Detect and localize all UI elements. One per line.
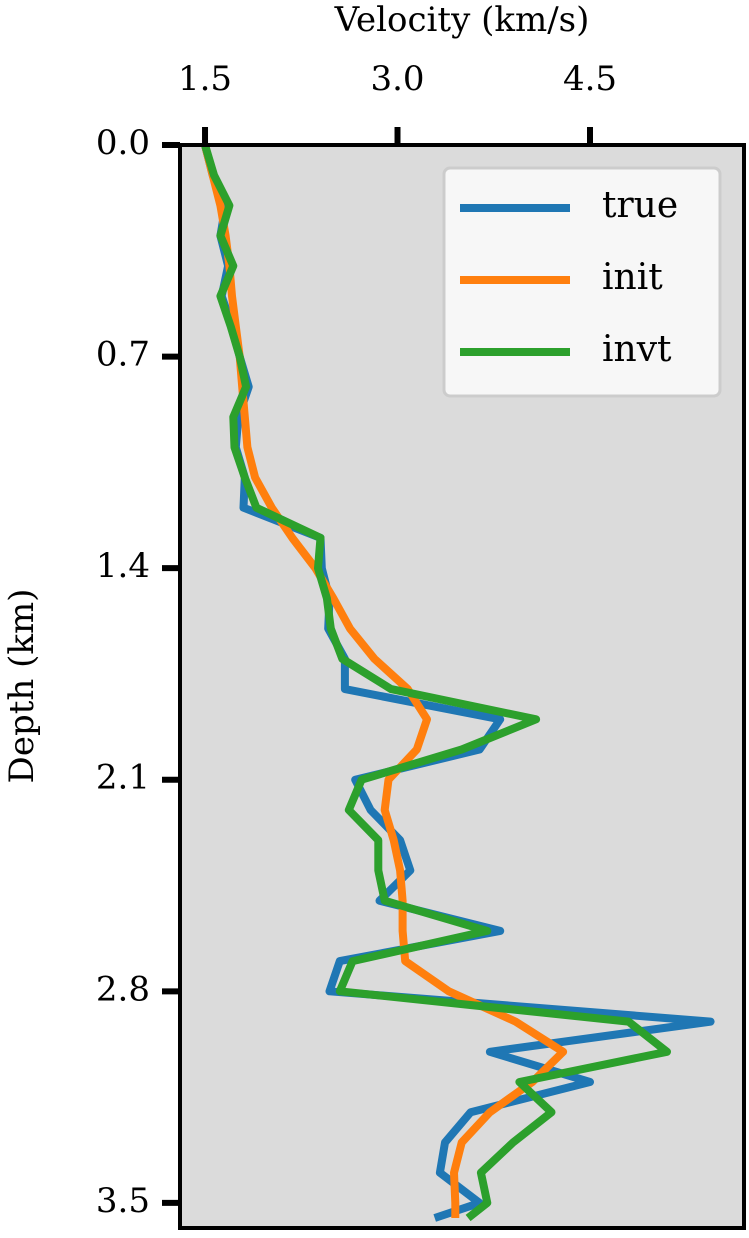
x-tick-label: 3.0 <box>370 59 424 99</box>
x-tick-label: 1.5 <box>178 59 232 99</box>
plot-frame <box>178 143 746 1230</box>
legend-label: invt <box>602 329 672 370</box>
y-tick-label: 3.5 <box>96 1181 150 1221</box>
x-axis-label: Velocity (km/s) <box>334 0 590 40</box>
legend: true init invt <box>442 166 722 398</box>
legend-label: init <box>602 257 663 298</box>
y-tick-label: 0.0 <box>96 123 150 163</box>
y-tick-label: 2.8 <box>96 969 150 1009</box>
y-tick-label: 2.1 <box>96 758 150 798</box>
x-tick-label: 4.5 <box>563 59 617 99</box>
legend-label: true <box>602 185 678 226</box>
legend-box <box>442 166 722 398</box>
series-line <box>201 145 671 1222</box>
y-tick-label: 1.4 <box>96 546 150 586</box>
plot <box>201 145 715 1222</box>
y-axis-label: Depth (km) <box>2 589 42 784</box>
y-tick-label: 0.7 <box>96 335 150 375</box>
